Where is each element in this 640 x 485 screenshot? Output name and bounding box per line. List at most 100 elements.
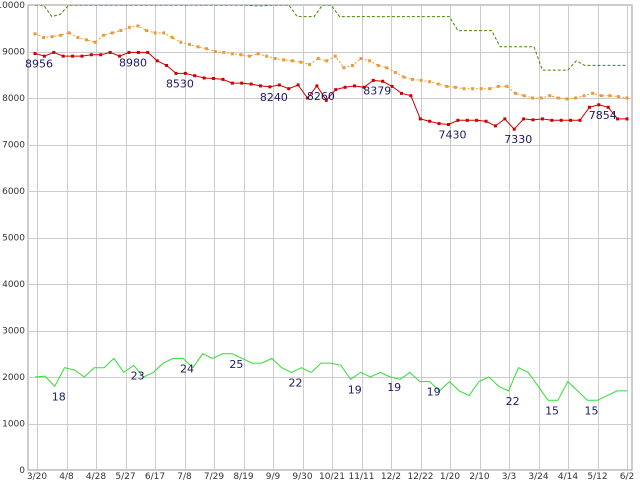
data-label: 8240	[260, 91, 288, 104]
series-0-point	[606, 105, 610, 109]
series-0-point	[118, 54, 122, 58]
x-tick-label: 6/2	[620, 472, 634, 480]
series-1-point	[385, 66, 389, 70]
series-1-point	[247, 54, 251, 58]
series-1-point	[265, 54, 269, 58]
series-1-point	[67, 31, 71, 35]
series-0-point	[437, 122, 441, 126]
data-label: 23	[131, 369, 145, 382]
x-tick-label: 4/8	[59, 472, 74, 480]
series-0-point	[230, 81, 234, 85]
series-0-point	[569, 118, 573, 122]
data-label: 19	[427, 386, 441, 399]
series-0-point	[597, 103, 601, 107]
series-1-point	[548, 94, 552, 98]
y-tick-label: 5000	[2, 234, 25, 244]
x-tick-label: 6/17	[145, 472, 165, 480]
series-0-point	[324, 98, 328, 102]
series-0-point	[484, 119, 488, 123]
data-label: 8956	[25, 58, 53, 71]
series-1-point	[162, 31, 166, 35]
series-1-point	[599, 94, 603, 98]
series-0-point	[221, 77, 225, 81]
x-tick-label: 9/9	[266, 472, 281, 480]
series-1-point	[591, 91, 595, 95]
series-1-point	[110, 31, 114, 35]
x-tick-label: 5/27	[115, 472, 135, 480]
y-tick-label: 10000	[0, 1, 25, 11]
series-0-point	[334, 88, 338, 92]
series-1-point	[333, 54, 337, 58]
series-1-point	[33, 32, 37, 36]
series-0-point	[240, 81, 244, 85]
series-0-point	[306, 96, 310, 100]
x-tick-label: 3/3	[502, 472, 516, 480]
series-1-point	[402, 75, 406, 79]
series-1-point	[496, 84, 500, 88]
series-0-point	[315, 84, 319, 88]
series-0-point	[587, 105, 591, 109]
x-tick-label: 1/20	[440, 472, 460, 480]
x-tick-label: 2/10	[469, 472, 489, 480]
series-0-point	[362, 85, 366, 89]
x-tick-label: 10/21	[319, 472, 345, 480]
series-1-point	[256, 52, 260, 56]
x-tick-label: 12/2	[381, 472, 401, 480]
series-1-line	[34, 25, 628, 100]
series-1-point	[230, 52, 234, 56]
series-1-point	[350, 63, 354, 67]
series-1-point	[170, 36, 174, 40]
x-tick-label: 4/14	[558, 472, 578, 480]
x-tick-label: 9/30	[292, 472, 312, 480]
data-label: 7854	[589, 109, 617, 122]
data-label: 24	[180, 362, 194, 375]
x-tick-label: 5/12	[587, 472, 607, 480]
series-0-point	[127, 50, 131, 54]
series-0-point	[550, 118, 554, 122]
series-0-point	[42, 54, 46, 58]
series-0-point	[202, 76, 206, 80]
series-0-point	[503, 117, 507, 121]
series-0-point	[212, 76, 216, 80]
series-0-point	[352, 84, 356, 88]
series-0-point	[165, 63, 169, 67]
series-1-point	[273, 56, 277, 60]
series-0-point	[277, 83, 281, 87]
x-tick-label: 3/24	[528, 472, 548, 480]
series-1-point	[127, 25, 131, 29]
x-tick-label: 12/22	[408, 472, 434, 480]
series-1-point	[59, 33, 63, 37]
series-0-point	[183, 71, 187, 75]
series-1-point	[531, 96, 535, 100]
series-0-point	[89, 53, 93, 57]
series-1-point	[453, 85, 457, 89]
series-1-point	[76, 36, 80, 40]
series-1-point	[608, 94, 612, 98]
series-0-point	[174, 71, 178, 75]
y-tick-label: 7000	[2, 141, 25, 151]
series-1-point	[325, 59, 329, 63]
series-0-point	[381, 79, 385, 83]
series-0-point	[287, 87, 291, 91]
series-1-point	[213, 50, 217, 53]
y-tick-label: 3000	[2, 327, 25, 337]
series-1-point	[505, 84, 509, 88]
series-1-point	[556, 96, 560, 100]
series-1-point	[179, 40, 183, 44]
x-tick-label: 7/29	[204, 472, 224, 480]
series-1-point	[445, 84, 449, 88]
y-tick-label: 9000	[2, 48, 25, 58]
series-1-point	[84, 38, 88, 42]
series-1-point	[616, 95, 620, 99]
data-label: 7330	[504, 133, 532, 146]
series-1-point	[222, 50, 226, 54]
series-0-point	[493, 124, 497, 128]
series-0-point	[578, 118, 582, 122]
series-0-point	[52, 50, 56, 54]
series-0-point	[409, 94, 413, 98]
plot-area	[27, 4, 633, 471]
series-1-point	[359, 56, 363, 60]
series-0-point	[296, 83, 300, 87]
series-0-point	[512, 127, 516, 131]
